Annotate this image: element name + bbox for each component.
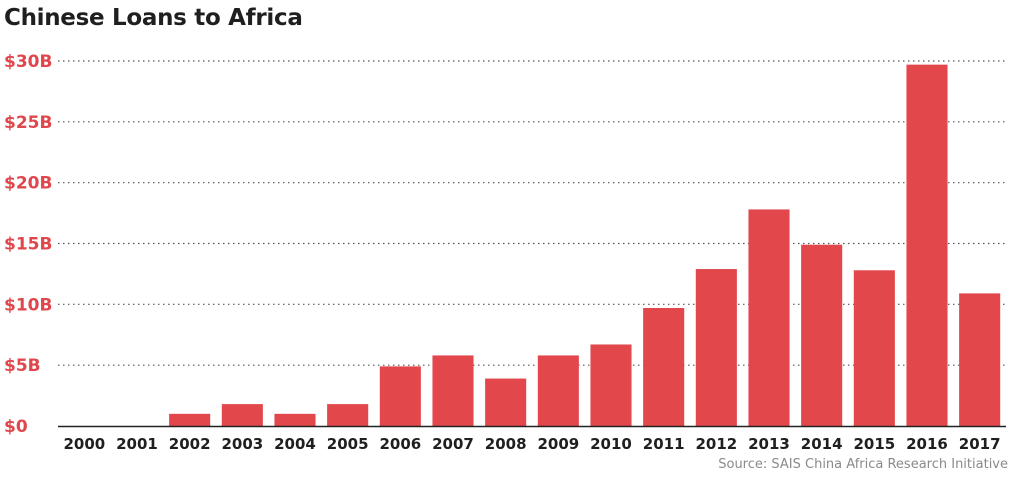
bar-2009 <box>537 355 579 426</box>
bar-2015 <box>853 270 895 426</box>
x-tick-label: 2008 <box>485 435 527 453</box>
y-tick-label: $25B <box>4 113 52 133</box>
x-tick-label: 2005 <box>327 435 369 453</box>
y-tick-label: $10B <box>4 295 52 315</box>
bar-2017 <box>959 293 1001 426</box>
x-tick-label: 2000 <box>63 435 105 453</box>
bar-2008 <box>485 378 527 426</box>
bar-2002 <box>169 413 211 426</box>
x-tick-label: 2003 <box>221 435 263 453</box>
x-tick-label: 2010 <box>590 435 632 453</box>
bar-2016 <box>906 64 948 427</box>
x-tick-label: 2009 <box>537 435 579 453</box>
y-tick-label: $20B <box>4 174 52 194</box>
bar-2006 <box>379 366 421 426</box>
bar-2007 <box>432 355 474 426</box>
x-tick-label: 2004 <box>274 435 316 453</box>
y-tick-label: $0 <box>4 417 28 437</box>
x-tick-label: 2012 <box>695 435 737 453</box>
x-tick-label: 2006 <box>379 435 421 453</box>
bar-2010 <box>590 344 632 426</box>
x-tick-label: 2016 <box>906 435 948 453</box>
x-tick-label: 2014 <box>801 435 843 453</box>
bar-2012 <box>695 269 737 426</box>
x-tick-label: 2011 <box>643 435 685 453</box>
x-tick-label: 2015 <box>853 435 895 453</box>
bar-2004 <box>274 413 316 426</box>
y-tick-label: $5B <box>4 356 41 376</box>
y-tick-label: $30B <box>4 52 52 72</box>
x-tick-label: 2002 <box>169 435 211 453</box>
chart-title: Chinese Loans to Africa <box>4 5 303 31</box>
x-tick-label: 2013 <box>748 435 790 453</box>
bar-2005 <box>327 404 369 426</box>
x-tick-label: 2007 <box>432 435 474 453</box>
bar-2011 <box>643 307 685 426</box>
bar-2013 <box>748 209 790 426</box>
source-note: Source: SAIS China Africa Research Initi… <box>718 457 1008 472</box>
x-tick-label: 2001 <box>116 435 158 453</box>
x-tick-label: 2017 <box>959 435 1001 453</box>
bar-2003 <box>221 404 263 426</box>
bar-2014 <box>801 244 843 426</box>
y-tick-label: $15B <box>4 235 52 255</box>
